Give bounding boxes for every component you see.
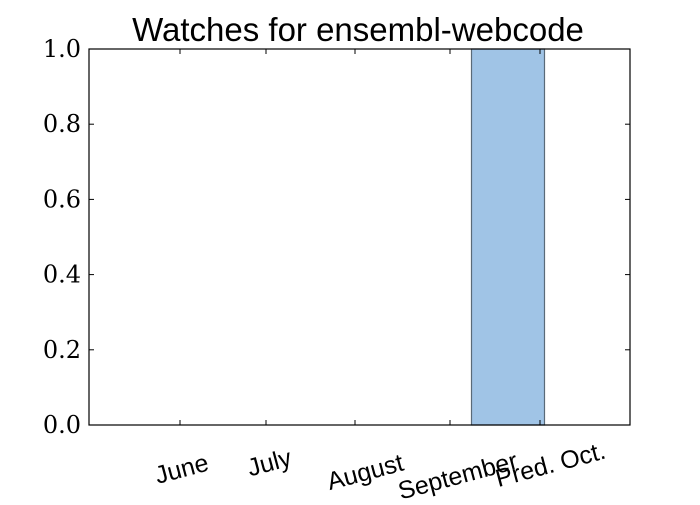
y-tick-label: 0.8 xyxy=(43,110,81,138)
x-tick-label: July xyxy=(244,444,295,483)
y-tick-label: 1.0 xyxy=(43,35,81,63)
bar-pred-oct xyxy=(472,49,545,425)
chart-title: Watches for ensembl-webcode xyxy=(132,11,584,48)
y-tick-label: 0.2 xyxy=(43,336,81,364)
x-tick-label: August xyxy=(324,449,406,496)
plot-area xyxy=(89,49,630,425)
y-tick-label: 0.4 xyxy=(43,261,81,289)
x-tick-label: Pred. Oct. xyxy=(493,437,609,493)
y-tick-label: 0.0 xyxy=(43,411,81,439)
x-tick-label: June xyxy=(152,449,212,490)
y-tick-label: 0.6 xyxy=(43,185,81,213)
